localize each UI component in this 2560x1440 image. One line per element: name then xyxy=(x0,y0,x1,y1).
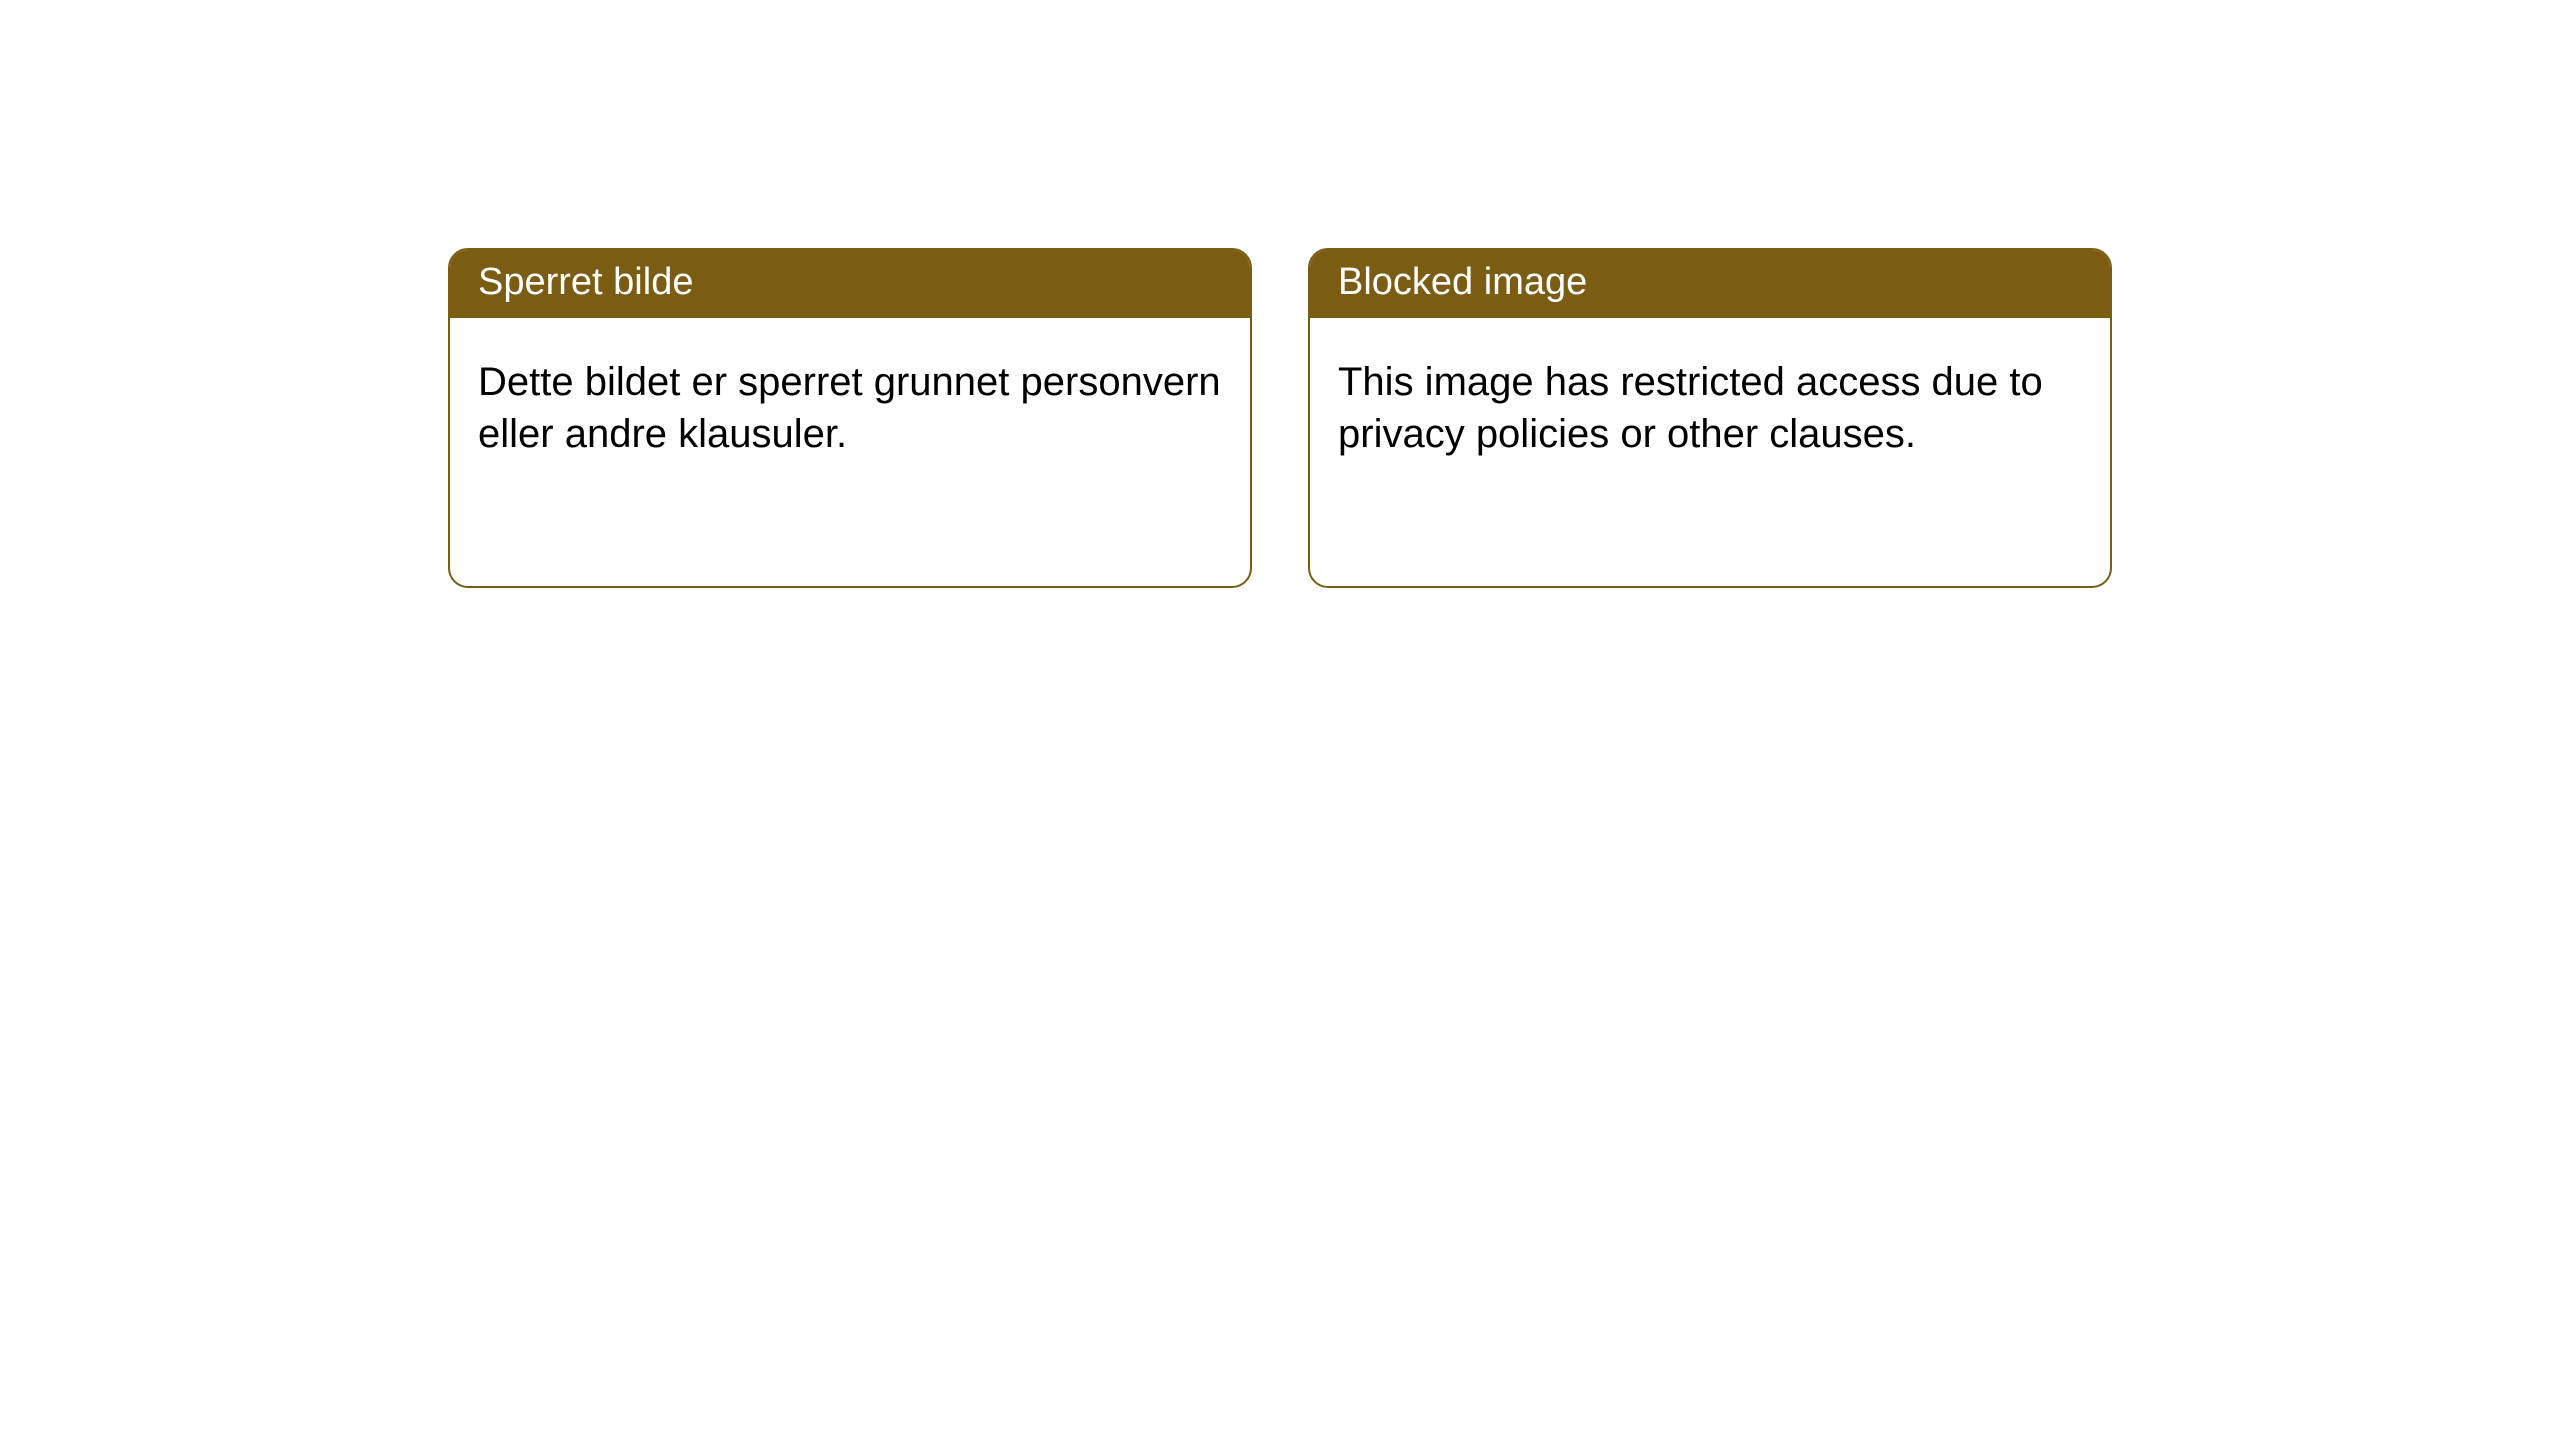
notice-body-en: This image has restricted access due to … xyxy=(1310,318,2110,500)
notice-card-en: Blocked image This image has restricted … xyxy=(1308,248,2112,588)
notice-container: Sperret bilde Dette bildet er sperret gr… xyxy=(0,0,2560,588)
notice-header-no: Sperret bilde xyxy=(450,250,1250,318)
notice-header-en: Blocked image xyxy=(1310,250,2110,318)
notice-body-no: Dette bildet er sperret grunnet personve… xyxy=(450,318,1250,500)
notice-card-no: Sperret bilde Dette bildet er sperret gr… xyxy=(448,248,1252,588)
